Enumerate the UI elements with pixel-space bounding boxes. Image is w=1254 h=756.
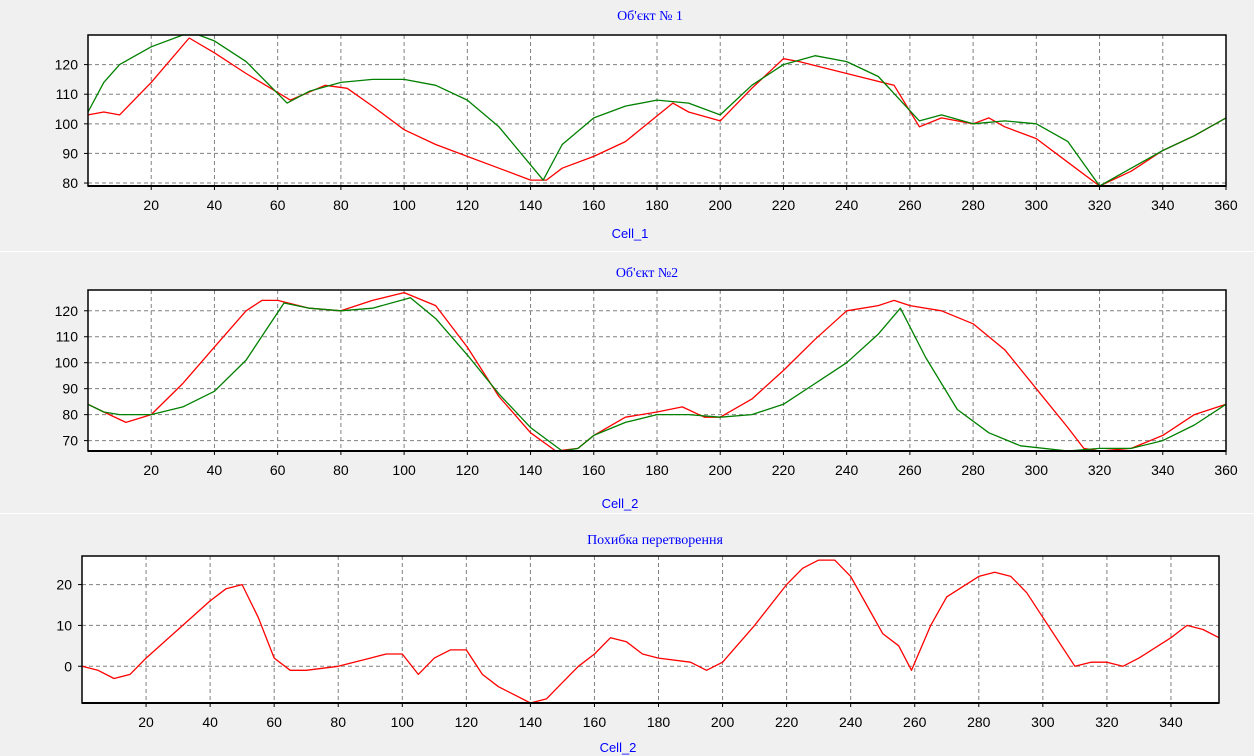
plot-area bbox=[88, 35, 1226, 186]
x-tick-label: 120 bbox=[456, 197, 480, 213]
y-tick-label: 100 bbox=[55, 116, 79, 132]
x-tick-label: 320 bbox=[1088, 462, 1112, 478]
x-axis-label: Cell_2 bbox=[600, 740, 637, 755]
x-tick-label: 320 bbox=[1095, 714, 1119, 730]
x-tick-label: 100 bbox=[392, 197, 416, 213]
x-tick-label: 40 bbox=[202, 714, 218, 730]
chart-title: Похибка перетворення bbox=[587, 533, 723, 548]
x-tick-label: 40 bbox=[207, 462, 223, 478]
x-tick-label: 300 bbox=[1025, 462, 1049, 478]
series-line-0 bbox=[87, 291, 1227, 452]
x-tick-label: 20 bbox=[143, 462, 159, 478]
chart-panel-object-2: Об'єкт №2 Cell_2 20 40 60 80 100 120 140 160 180… bbox=[0, 252, 1254, 514]
x-tick-label: 280 bbox=[961, 197, 985, 213]
x-tick-label: 280 bbox=[967, 714, 991, 730]
x-tick-label: 260 bbox=[898, 462, 922, 478]
x-tick-label: 260 bbox=[903, 714, 927, 730]
x-tick-label: 340 bbox=[1151, 462, 1175, 478]
y-tick-label: 110 bbox=[56, 329, 79, 345]
series-line-1 bbox=[87, 297, 1227, 452]
chart-panel-conversion-error: Похибка перетворення Cell_2 20 40 60 80 100 1… bbox=[0, 514, 1254, 756]
x-tick-label: 20 bbox=[138, 714, 154, 730]
x-tick-label: 200 bbox=[709, 462, 733, 478]
y-tick-label: 90 bbox=[62, 145, 78, 161]
x-tick-label: 60 bbox=[266, 714, 282, 730]
series-line-0 bbox=[81, 559, 1220, 704]
y-tick-label: 0 bbox=[64, 658, 72, 674]
x-tick-label: 200 bbox=[709, 197, 733, 213]
x-tick-label: 20 bbox=[143, 197, 159, 213]
x-tick-label: 300 bbox=[1025, 197, 1049, 213]
x-tick-label: 80 bbox=[333, 462, 349, 478]
x-tick-label: 260 bbox=[898, 197, 922, 213]
x-tick-label: 360 bbox=[1214, 197, 1238, 213]
conversion-error-chart: Похибка перетворення Cell_2 20 40 60 80 100 1… bbox=[56, 533, 1220, 755]
x-tick-label: 160 bbox=[582, 462, 606, 478]
x-tick-label: 200 bbox=[711, 714, 735, 730]
x-tick-label: 220 bbox=[775, 714, 799, 730]
series-line-0 bbox=[87, 37, 1227, 187]
y-tick-label: 20 bbox=[56, 577, 72, 593]
x-tick-label: 140 bbox=[519, 197, 543, 213]
y-tick-label: 120 bbox=[55, 303, 79, 319]
x-tick-label: 320 bbox=[1088, 197, 1112, 213]
x-tick-label: 240 bbox=[839, 714, 863, 730]
y-tick-label: 70 bbox=[62, 433, 78, 449]
x-axis-label: Cell_2 bbox=[602, 496, 639, 511]
object-2-chart: Об'єкт №2 Cell_2 20 40 60 80 100 120 140 160 180… bbox=[55, 266, 1238, 511]
x-tick-label: 180 bbox=[645, 462, 669, 478]
x-tick-label: 100 bbox=[392, 462, 416, 478]
x-tick-label: 180 bbox=[645, 197, 669, 213]
y-tick-label: 100 bbox=[55, 355, 79, 371]
x-tick-label: 40 bbox=[207, 197, 223, 213]
x-tick-label: 80 bbox=[333, 197, 349, 213]
chart-panel-object-1: Об'єкт № 1 Cell_1 20 40 60 80 100 120 140 160 18… bbox=[0, 0, 1254, 252]
x-tick-label: 300 bbox=[1031, 714, 1055, 730]
x-tick-label: 60 bbox=[270, 197, 286, 213]
x-tick-label: 180 bbox=[647, 714, 671, 730]
y-tick-label: 110 bbox=[56, 86, 79, 102]
x-tick-label: 340 bbox=[1159, 714, 1183, 730]
x-tick-label: 360 bbox=[1214, 462, 1238, 478]
x-tick-label: 220 bbox=[772, 197, 796, 213]
object-1-chart: Об'єкт № 1 Cell_1 20 40 60 80 100 120 140 160 18… bbox=[55, 9, 1238, 241]
x-tick-label: 140 bbox=[519, 462, 543, 478]
x-tick-label: 80 bbox=[330, 714, 346, 730]
x-tick-label: 240 bbox=[835, 462, 859, 478]
x-tick-label: 160 bbox=[582, 197, 606, 213]
y-tick-label: 10 bbox=[56, 617, 72, 633]
x-tick-label: 240 bbox=[835, 197, 859, 213]
x-axis-label: Cell_1 bbox=[612, 226, 649, 241]
x-tick-label: 60 bbox=[270, 462, 286, 478]
y-tick-label: 90 bbox=[62, 381, 78, 397]
y-tick-label: 80 bbox=[62, 175, 78, 191]
x-tick-label: 140 bbox=[519, 714, 543, 730]
x-tick-label: 340 bbox=[1151, 197, 1175, 213]
x-tick-label: 120 bbox=[455, 714, 479, 730]
x-tick-label: 120 bbox=[456, 462, 480, 478]
series-line-1 bbox=[87, 34, 1227, 187]
chart-title: Об'єкт №2 bbox=[616, 266, 678, 281]
y-tick-label: 80 bbox=[62, 407, 78, 423]
plot-area bbox=[82, 556, 1219, 703]
x-tick-label: 160 bbox=[583, 714, 607, 730]
x-tick-label: 220 bbox=[772, 462, 796, 478]
chart-title: Об'єкт № 1 bbox=[617, 9, 683, 24]
y-tick-label: 120 bbox=[55, 57, 79, 73]
x-tick-label: 100 bbox=[391, 714, 415, 730]
x-tick-label: 280 bbox=[961, 462, 985, 478]
